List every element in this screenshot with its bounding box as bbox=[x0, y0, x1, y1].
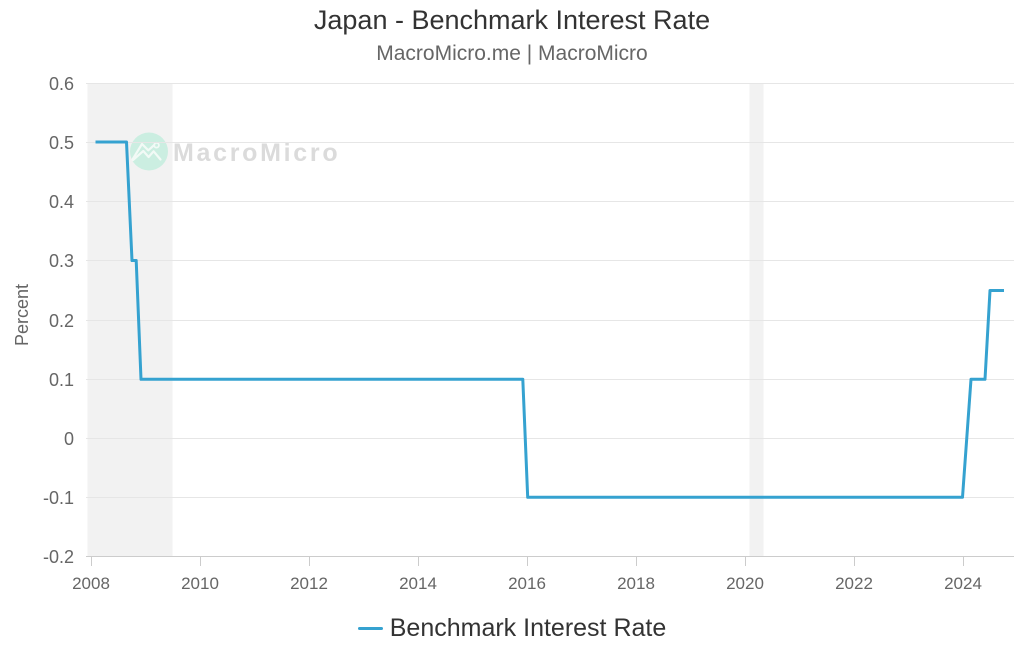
svg-text:2014: 2014 bbox=[399, 574, 437, 593]
svg-text:Percent: Percent bbox=[12, 284, 32, 346]
svg-text:0.1: 0.1 bbox=[49, 370, 74, 390]
svg-text:2024: 2024 bbox=[944, 574, 982, 593]
svg-text:2022: 2022 bbox=[835, 574, 873, 593]
svg-text:2020: 2020 bbox=[726, 574, 764, 593]
svg-text:2012: 2012 bbox=[290, 574, 328, 593]
svg-text:2008: 2008 bbox=[72, 574, 110, 593]
svg-text:0.4: 0.4 bbox=[49, 192, 74, 212]
svg-text:0.3: 0.3 bbox=[49, 251, 74, 271]
svg-text:0.6: 0.6 bbox=[49, 74, 74, 94]
svg-text:MacroMicro: MacroMicro bbox=[173, 139, 340, 167]
svg-text:2016: 2016 bbox=[508, 574, 546, 593]
svg-text:0.2: 0.2 bbox=[49, 311, 74, 331]
svg-text:-0.2: -0.2 bbox=[43, 547, 74, 567]
svg-text:2018: 2018 bbox=[617, 574, 655, 593]
svg-text:0.5: 0.5 bbox=[49, 133, 74, 153]
svg-text:0: 0 bbox=[64, 429, 74, 449]
svg-text:-0.1: -0.1 bbox=[43, 488, 74, 508]
svg-text:2010: 2010 bbox=[181, 574, 219, 593]
